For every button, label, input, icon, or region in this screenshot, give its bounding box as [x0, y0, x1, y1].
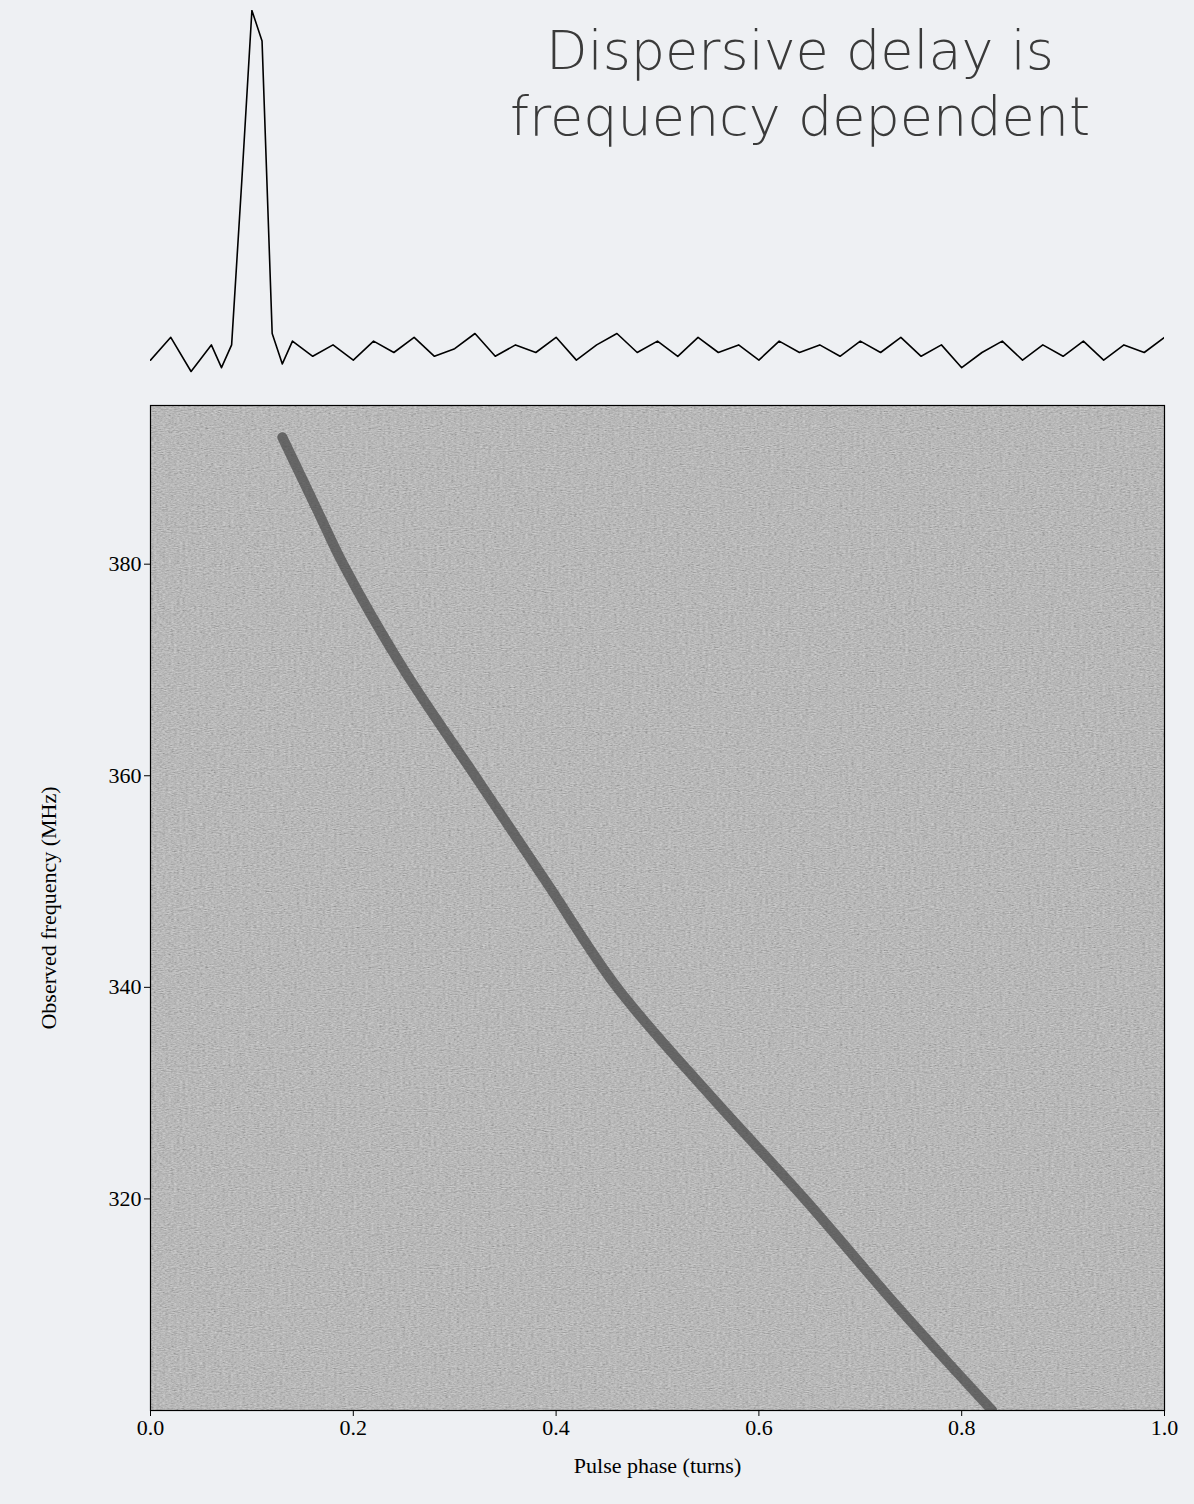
svg-text:340: 340	[109, 974, 142, 999]
svg-text:0.0: 0.0	[137, 1415, 165, 1440]
svg-text:Pulse phase (turns): Pulse phase (turns)	[574, 1453, 741, 1478]
html-text:Dispersive delay is frequency: Dispersive delay is frequency dependent	[509, 19, 1091, 148]
svg-text:Observed frequency (MHz): Observed frequency (MHz)	[36, 786, 61, 1029]
svg-text:0.2: 0.2	[340, 1415, 368, 1440]
svg-text:1.0: 1.0	[1151, 1415, 1179, 1440]
svg-text:0.4: 0.4	[542, 1415, 570, 1440]
svg-text:380: 380	[109, 551, 142, 576]
svg-text:320: 320	[109, 1186, 142, 1211]
svg-text:0.6: 0.6	[745, 1415, 773, 1440]
svg-text:360: 360	[109, 763, 142, 788]
svg-text:0.8: 0.8	[948, 1415, 976, 1440]
